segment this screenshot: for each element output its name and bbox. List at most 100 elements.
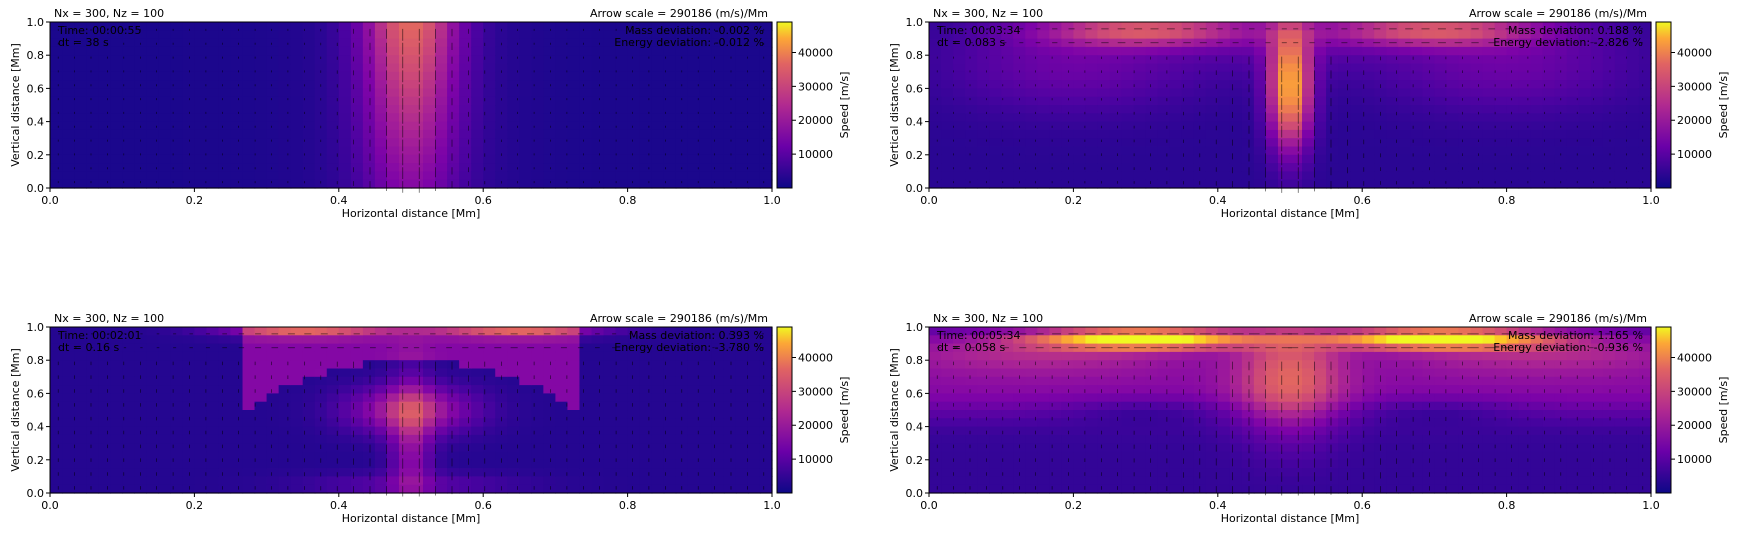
heatmap-cell bbox=[1638, 80, 1652, 89]
heatmap-cell bbox=[1374, 105, 1387, 114]
heatmap-cell bbox=[687, 393, 701, 403]
heatmap-cell bbox=[230, 121, 244, 131]
heatmap-cell bbox=[531, 63, 544, 73]
heatmap-cell bbox=[1434, 171, 1448, 181]
heatmap-cell bbox=[1458, 46, 1472, 56]
heatmap-cell bbox=[278, 71, 292, 81]
heatmap-cell bbox=[1482, 30, 1496, 40]
heatmap-cell bbox=[1229, 163, 1243, 172]
heatmap-cell bbox=[941, 113, 954, 123]
heatmap-cell bbox=[218, 121, 232, 131]
heatmap-cell bbox=[531, 368, 544, 378]
heatmap-cell bbox=[1277, 121, 1291, 131]
heatmap-cell bbox=[663, 410, 677, 419]
heatmap-cell bbox=[567, 80, 581, 89]
heatmap-cell bbox=[1314, 113, 1327, 123]
heatmap-cell bbox=[1626, 71, 1640, 81]
grid-size-label: Nx = 300, Nz = 100 bbox=[933, 7, 1043, 20]
heatmap-cell bbox=[723, 393, 737, 403]
heatmap-cell bbox=[302, 451, 316, 461]
heatmap-cell bbox=[675, 138, 689, 148]
heatmap-cell bbox=[350, 46, 364, 56]
heatmap-cell bbox=[1109, 30, 1123, 40]
heatmap-cell bbox=[663, 179, 677, 189]
heatmap-cell bbox=[194, 418, 208, 428]
heatmap-cell bbox=[146, 426, 159, 436]
heatmap-cell bbox=[579, 146, 593, 156]
heatmap-cell bbox=[194, 163, 208, 172]
heatmap-cell bbox=[627, 121, 641, 131]
heatmap-cell bbox=[1578, 129, 1592, 139]
heatmap-cell bbox=[254, 376, 268, 386]
heatmap-cell bbox=[423, 80, 436, 89]
heatmap-cell bbox=[110, 138, 123, 148]
heatmap-cell bbox=[254, 443, 268, 453]
heatmap-cell bbox=[374, 146, 388, 156]
heatmap-cell bbox=[1410, 80, 1423, 89]
heatmap-cell bbox=[507, 80, 520, 89]
heatmap-cell bbox=[98, 88, 111, 98]
heatmap-cell bbox=[627, 55, 641, 65]
heatmap-cell bbox=[1410, 38, 1423, 48]
heatmap-cell bbox=[1482, 179, 1496, 189]
y-tick-label: 0.6 bbox=[906, 82, 924, 95]
heatmap-cell bbox=[735, 96, 749, 106]
heatmap-cell bbox=[86, 38, 99, 48]
heatmap-cell bbox=[62, 484, 75, 494]
heatmap-cell bbox=[110, 368, 123, 378]
heatmap-cell bbox=[639, 146, 653, 156]
heatmap-cell bbox=[519, 80, 532, 89]
heatmap-cell bbox=[1602, 55, 1616, 65]
heatmap-cell bbox=[519, 171, 532, 181]
heatmap-cell bbox=[507, 327, 520, 336]
heatmap-cell bbox=[459, 121, 472, 131]
heatmap-cell bbox=[615, 63, 629, 73]
heatmap-cell bbox=[374, 88, 388, 98]
heatmap-cell bbox=[471, 393, 484, 403]
heatmap-cell bbox=[1398, 129, 1411, 139]
heatmap-cell bbox=[1638, 71, 1652, 81]
heatmap-cell bbox=[591, 451, 605, 461]
heatmap-cell bbox=[98, 46, 111, 56]
heatmap-cell bbox=[1037, 154, 1050, 164]
heatmap-cell bbox=[1314, 105, 1327, 114]
heatmap-cell bbox=[1061, 96, 1074, 106]
heatmap-cell bbox=[254, 55, 268, 65]
heatmap-cell bbox=[519, 63, 532, 73]
heatmap-cell bbox=[435, 327, 448, 336]
heatmap-cell bbox=[747, 434, 761, 444]
heatmap-cell bbox=[591, 443, 605, 453]
heatmap-cell bbox=[651, 63, 665, 73]
heatmap-cell bbox=[627, 38, 641, 48]
heatmap-cell bbox=[1013, 113, 1026, 123]
heatmap-cell bbox=[362, 335, 376, 345]
heatmap-cell bbox=[1025, 88, 1038, 98]
heatmap-cell bbox=[230, 426, 244, 436]
heatmap-cell bbox=[603, 46, 617, 56]
heatmap-cell bbox=[675, 88, 689, 98]
heatmap-cell bbox=[747, 63, 761, 73]
heatmap-cell bbox=[86, 410, 99, 419]
heatmap-cell bbox=[1422, 179, 1435, 189]
heatmap-cell bbox=[278, 46, 292, 56]
heatmap-cell bbox=[483, 88, 496, 98]
heatmap-cell bbox=[1037, 71, 1050, 81]
heatmap-cell bbox=[1374, 38, 1387, 48]
heatmap-cell bbox=[687, 410, 701, 419]
heatmap-cell bbox=[1422, 146, 1435, 156]
heatmap-cell bbox=[1398, 22, 1411, 31]
heatmap-cell bbox=[254, 451, 268, 461]
heatmap-cell bbox=[1097, 63, 1111, 73]
heatmap-cell bbox=[471, 418, 484, 428]
heatmap-cell bbox=[1073, 113, 1087, 123]
heatmap-cell bbox=[1470, 88, 1484, 98]
y-axis-label: Vertical distance [Mm] bbox=[9, 43, 22, 167]
heatmap-cell bbox=[579, 376, 593, 386]
heatmap-cell bbox=[447, 418, 460, 428]
heatmap-cell bbox=[447, 401, 460, 411]
heatmap-cell bbox=[471, 105, 484, 114]
heatmap-cell bbox=[1614, 121, 1628, 131]
heatmap-cell bbox=[1446, 71, 1460, 81]
heatmap-cell bbox=[122, 105, 135, 114]
